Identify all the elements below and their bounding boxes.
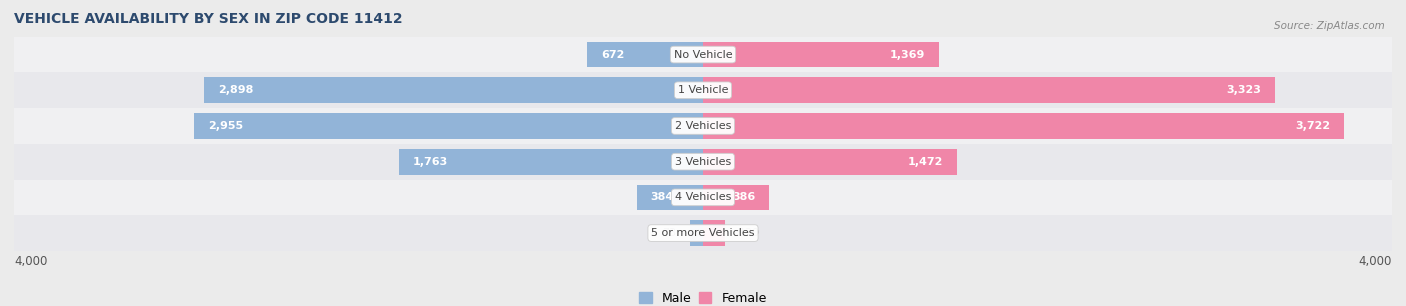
Text: 130: 130 (740, 228, 761, 238)
Text: 1,369: 1,369 (890, 50, 925, 60)
Bar (690, 220, 703, 246)
Bar (703, 77, 1275, 103)
Bar (14, 37, 1392, 73)
Bar (14, 180, 1392, 215)
Bar (703, 185, 769, 210)
Text: 3,323: 3,323 (1226, 85, 1261, 95)
Bar (204, 77, 703, 103)
Text: 672: 672 (600, 50, 624, 60)
Text: 73: 73 (662, 228, 676, 238)
Bar (14, 144, 1392, 180)
Text: 1,472: 1,472 (907, 157, 943, 167)
Text: 386: 386 (733, 192, 755, 202)
Bar (637, 185, 703, 210)
Bar (399, 149, 703, 174)
Text: 3,722: 3,722 (1295, 121, 1330, 131)
Bar (14, 215, 1392, 251)
Text: 2,955: 2,955 (208, 121, 243, 131)
Bar (703, 42, 939, 67)
Text: No Vehicle: No Vehicle (673, 50, 733, 60)
Text: 384: 384 (651, 192, 673, 202)
Bar (14, 73, 1392, 108)
Text: Source: ZipAtlas.com: Source: ZipAtlas.com (1274, 21, 1385, 32)
Text: 1,763: 1,763 (413, 157, 449, 167)
Bar (703, 113, 1344, 139)
Text: 4,000: 4,000 (14, 255, 48, 268)
Bar (14, 108, 1392, 144)
Bar (703, 220, 725, 246)
Bar (588, 42, 703, 67)
Text: VEHICLE AVAILABILITY BY SEX IN ZIP CODE 11412: VEHICLE AVAILABILITY BY SEX IN ZIP CODE … (14, 12, 402, 26)
Bar (194, 113, 703, 139)
Text: 4 Vehicles: 4 Vehicles (675, 192, 731, 202)
Bar (703, 149, 956, 174)
Text: 4,000: 4,000 (1358, 255, 1392, 268)
Text: 2 Vehicles: 2 Vehicles (675, 121, 731, 131)
Text: 1 Vehicle: 1 Vehicle (678, 85, 728, 95)
Text: 3 Vehicles: 3 Vehicles (675, 157, 731, 167)
Legend: Male, Female: Male, Female (640, 292, 766, 305)
Text: 2,898: 2,898 (218, 85, 253, 95)
Text: 5 or more Vehicles: 5 or more Vehicles (651, 228, 755, 238)
